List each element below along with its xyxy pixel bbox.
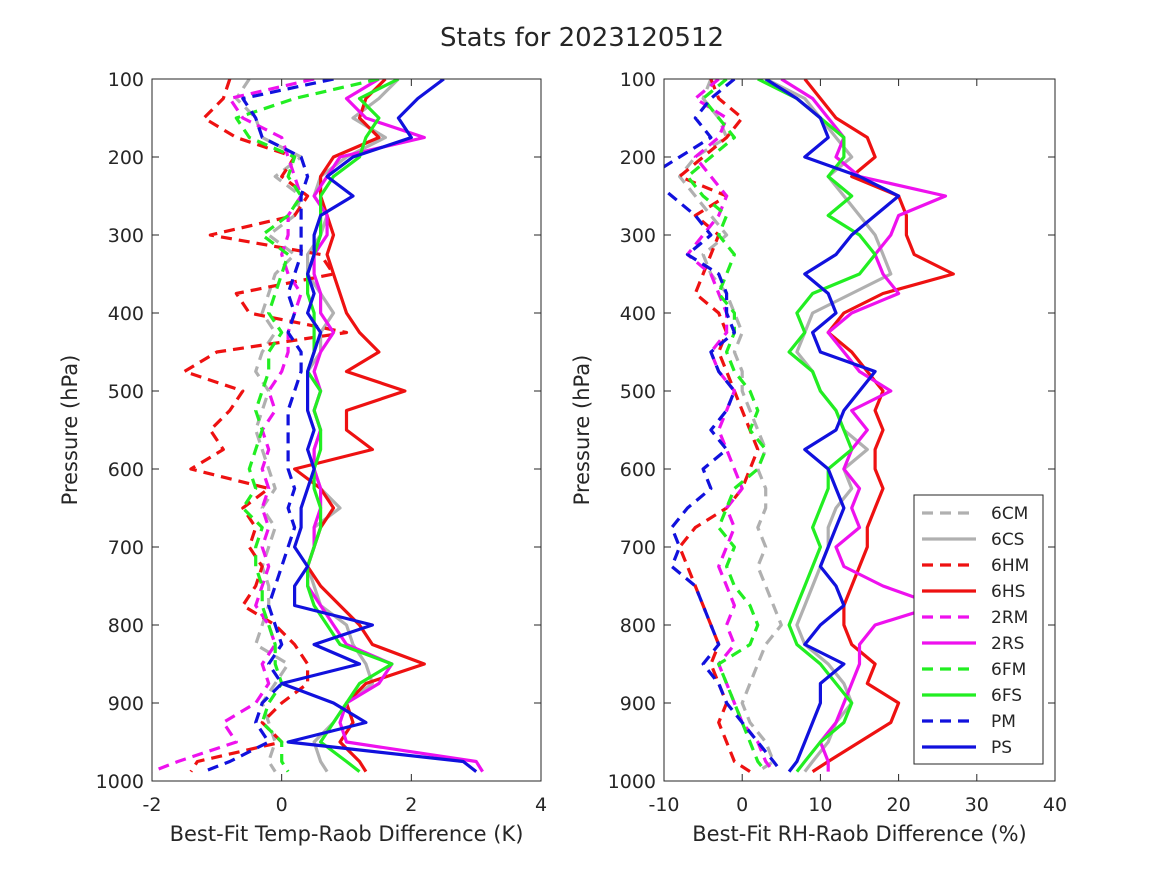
temp-panel: -2 0 2 4 100 200 300 400 500 600 700 800 900 1000 Best… bbox=[58, 69, 547, 846]
legend-label-6fm: 6FM bbox=[991, 660, 1026, 680]
rh-panel: -10 0 10 20 30 40 100 200 300 400 500 600 700 800 900 1… bbox=[570, 69, 1067, 846]
x-tick-label: 30 bbox=[965, 794, 989, 816]
y-tick-label: 900 bbox=[620, 693, 656, 715]
x-tick-label: 4 bbox=[535, 794, 547, 816]
y-tick-label: 600 bbox=[108, 459, 144, 481]
series-line-6fs bbox=[757, 79, 877, 773]
legend: 6CM 6CS 6HM 6HS 2RM 2RS 6FM 6FS PM PS bbox=[913, 494, 1044, 765]
series-line-6fm bbox=[234, 79, 380, 773]
y-tick-label: 500 bbox=[620, 381, 656, 403]
legend-label-6cs: 6CS bbox=[991, 530, 1024, 550]
y-tick-label: 300 bbox=[620, 225, 656, 247]
x-tick-label: 2 bbox=[405, 794, 417, 816]
x-tick-label: 0 bbox=[736, 794, 748, 816]
series-line-pm bbox=[203, 79, 334, 774]
legend-label-2rm: 2RM bbox=[991, 608, 1028, 628]
axes-box bbox=[151, 78, 542, 782]
x-axis-label: Best-Fit Temp-Raob Difference (K) bbox=[170, 822, 524, 846]
legend-label-pm: PM bbox=[991, 712, 1016, 732]
x-tick-label: 20 bbox=[887, 794, 911, 816]
series-line-pm bbox=[664, 79, 783, 773]
y-tick-label: 800 bbox=[620, 615, 656, 637]
series-line-2rs bbox=[780, 79, 948, 772]
series-line-6fm bbox=[685, 79, 768, 773]
series-line-2rm bbox=[685, 79, 775, 773]
y-tick-label: 100 bbox=[620, 69, 656, 91]
y-tick-label: 400 bbox=[108, 303, 144, 325]
y-tick-label: 900 bbox=[108, 693, 144, 715]
y-tick-label: 500 bbox=[108, 381, 144, 403]
x-tick-label: 10 bbox=[808, 794, 832, 816]
y-tick-label: 600 bbox=[620, 459, 656, 481]
series-line-ps bbox=[764, 79, 901, 773]
y-tick-label: 100 bbox=[108, 69, 144, 91]
series-line-ps bbox=[280, 79, 478, 773]
y-tick-label: 700 bbox=[620, 537, 656, 559]
x-tick-label: 0 bbox=[276, 794, 288, 816]
legend-label-2rs: 2RS bbox=[991, 634, 1024, 654]
legend-label-6hm: 6HM bbox=[991, 556, 1029, 576]
y-tick-label: 700 bbox=[108, 537, 144, 559]
x-tick-label: -2 bbox=[143, 794, 162, 816]
x-tick-label: -10 bbox=[648, 794, 679, 816]
series-line-6fs bbox=[306, 79, 400, 773]
y-tick-label: 800 bbox=[108, 615, 144, 637]
x-axis-label: Best-Fit RH-Raob Difference (%) bbox=[692, 822, 1026, 846]
series-group bbox=[152, 79, 484, 774]
legend-label-ps: PS bbox=[991, 738, 1012, 758]
y-tick-label: 200 bbox=[108, 147, 144, 169]
y-tick-label: 1000 bbox=[608, 771, 656, 793]
figure-title: Stats for 2023120512 bbox=[440, 23, 724, 53]
y-axis-label: Pressure (hPa) bbox=[570, 355, 594, 506]
series-line-6hm bbox=[182, 79, 349, 773]
legend-label-6hs: 6HS bbox=[991, 582, 1025, 602]
axes-box bbox=[663, 78, 1056, 782]
y-tick-label: 200 bbox=[620, 147, 656, 169]
series-group bbox=[664, 79, 955, 773]
y-tick-label: 1000 bbox=[96, 771, 144, 793]
legend-label-6fs: 6FS bbox=[991, 686, 1022, 706]
series-line-6cm bbox=[677, 79, 783, 773]
x-tick-label: 40 bbox=[1043, 794, 1067, 816]
y-tick-label: 400 bbox=[620, 303, 656, 325]
legend-label-6cm: 6CM bbox=[991, 504, 1028, 524]
y-tick-label: 300 bbox=[108, 225, 144, 247]
y-axis-label: Pressure (hPa) bbox=[58, 355, 82, 506]
